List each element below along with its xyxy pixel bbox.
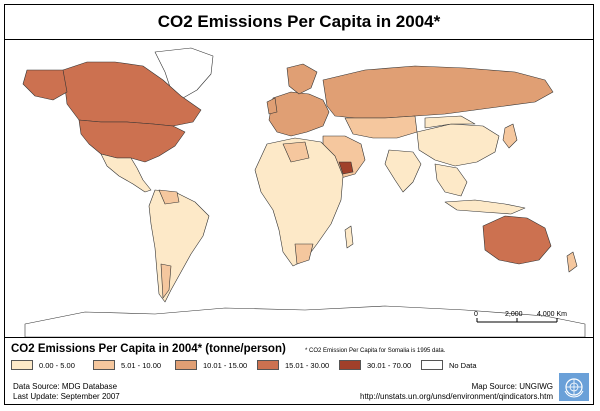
legend-item: No Data [421,360,503,370]
region-new-zealand [566,251,578,273]
region-india [384,149,422,193]
legend-note: * CO2 Emission Per Capita for Somalia is… [305,348,446,354]
last-update: Last Update: September 2007 [13,392,120,401]
legend-title: CO2 Emissions Per Capita in 2004* (tonne… [11,343,286,355]
region-southeast-asia [434,163,468,197]
region-mexico [100,153,152,193]
world-map-svg: 0 2,000 4,000 Km [5,40,593,337]
region-uk [266,97,278,115]
region-antarctica [24,305,586,337]
data-source: Data Source: MDG Database [13,382,118,391]
legend-label: 30.01 - 70.00 [367,360,412,370]
legend-item: 30.01 - 70.00 [339,360,421,370]
legend-label: 5.01 - 10.00 [121,360,162,370]
region-madagascar [344,225,354,249]
legend-item: 5.01 - 10.00 [93,360,175,370]
legend-items: 0.00 - 5.00 5.01 - 10.00 10.01 - 15.00 1… [11,360,503,370]
region-scandinavia [286,63,318,95]
region-gulf [338,161,354,175]
map-source: Map Source: UNGIWG [471,382,553,391]
source-url: http://unstats.un.org/unsd/environment/q… [360,392,553,401]
legend-item: 15.01 - 30.00 [257,360,339,370]
legend-swatch [339,360,361,370]
legend-swatch [421,360,443,370]
legend-label: 0.00 - 5.00 [39,360,75,370]
legend-item: 0.00 - 5.00 [11,360,93,370]
region-australia [482,215,552,265]
scale-label-4000: 4,000 Km [537,311,567,318]
region-europe [268,91,330,137]
legend: CO2 Emissions Per Capita in 2004* (tonne… [5,338,593,404]
region-south-africa [294,243,314,265]
region-mongolia [424,115,476,129]
legend-swatch [257,360,279,370]
map-frame: CO2 Emissions Per Capita in 2004* [4,4,594,405]
scale-label-0: 0 [474,311,478,318]
legend-swatch [175,360,197,370]
scale-label-2000: 2,000 [505,311,523,318]
legend-swatch [11,360,33,370]
legend-label: 10.01 - 15.00 [203,360,248,370]
footer-left: Data Source: MDG Database Last Update: S… [13,382,120,402]
region-japan [502,123,518,149]
region-central-asia [344,115,418,139]
region-russia [322,65,554,119]
footer-right: Map Source: UNGIWG http://unstats.un.org… [360,382,553,402]
region-indonesia [444,199,526,215]
region-north-africa [282,141,310,163]
region-alaska [22,69,68,101]
region-china [416,123,500,167]
legend-item: 10.01 - 15.00 [175,360,257,370]
scale-bar: 0 2,000 4,000 Km [474,311,567,323]
map-title: CO2 Emissions Per Capita in 2004* [5,5,593,40]
legend-label: No Data [449,360,477,370]
legend-label: 15.01 - 30.00 [285,360,330,370]
region-venezuela [158,189,180,205]
un-emblem-icon [559,373,589,401]
world-map: 0 2,000 4,000 Km [5,40,593,338]
legend-swatch [93,360,115,370]
region-chile [160,263,172,299]
region-usa [78,119,186,163]
